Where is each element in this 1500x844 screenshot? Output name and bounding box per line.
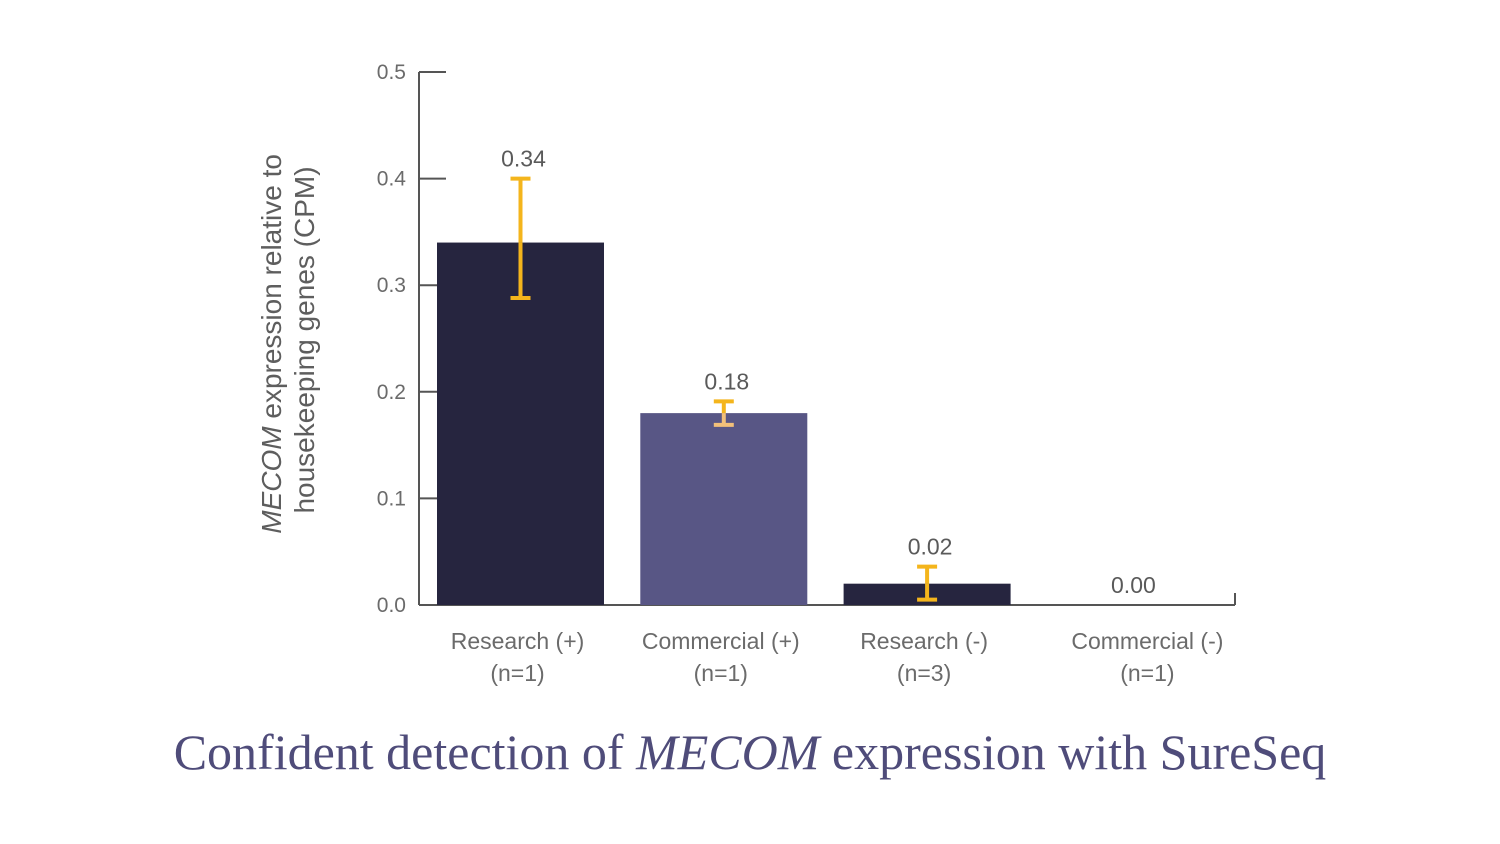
bar: [640, 413, 808, 605]
value-label: 0.34: [501, 146, 546, 172]
y-tick-label: 0.4: [377, 168, 407, 191]
bars: [437, 242, 1011, 605]
category-count: (n=3): [897, 660, 951, 686]
error-bar: [917, 564, 938, 602]
y-tick-label: 0.0: [377, 594, 406, 617]
y-tick-label: 0.3: [377, 274, 406, 297]
y-tick-label: 0.2: [377, 381, 406, 404]
y-axis-label-line1: expression relative to: [256, 154, 287, 419]
error-bars: [510, 176, 938, 602]
slide-caption: Confident detection of MECOM expression …: [0, 722, 1500, 782]
y-tick-label: 0.5: [377, 61, 406, 84]
value-label: 0.02: [908, 534, 953, 560]
value-labels: 0.34 0.18 0.02 0.00: [501, 146, 1156, 598]
y-axis-label-gene: MECOM: [256, 426, 287, 534]
caption-after: expression with SureSeq: [831, 724, 1327, 780]
category-label: Commercial (-): [1071, 628, 1223, 654]
category-labels: Research (+) (n=1) Commercial (+) (n=1) Rese…: [451, 628, 1224, 686]
category-label: Research (+): [451, 628, 585, 654]
category-count: (n=1): [1120, 660, 1174, 686]
y-axis-label: MECOM expression relative to housekeepin…: [256, 146, 320, 533]
category-count: (n=1): [694, 660, 748, 686]
bar: [437, 242, 604, 605]
category-label: Commercial (+): [642, 628, 800, 654]
value-label: 0.18: [704, 368, 749, 394]
y-axis: 0.0 0.1 0.2 0.3 0.4 0.5: [377, 61, 446, 617]
y-axis-label-line2: housekeeping genes (CPM): [289, 166, 320, 513]
category-count: (n=1): [490, 660, 544, 686]
caption-before: Confident detection of: [173, 724, 624, 780]
error-bar: [713, 399, 734, 427]
y-tick-label: 0.1: [377, 487, 406, 510]
category-label: Research (-): [860, 628, 988, 654]
value-label: 0.00: [1111, 572, 1156, 598]
bar-chart: 0.0 0.1 0.2 0.3 0.4 0.5 0.34 0.18 0.02 0.00 Rese…: [256, 61, 1236, 686]
error-bar: [510, 176, 531, 300]
caption-gene: MECOM: [636, 724, 820, 780]
